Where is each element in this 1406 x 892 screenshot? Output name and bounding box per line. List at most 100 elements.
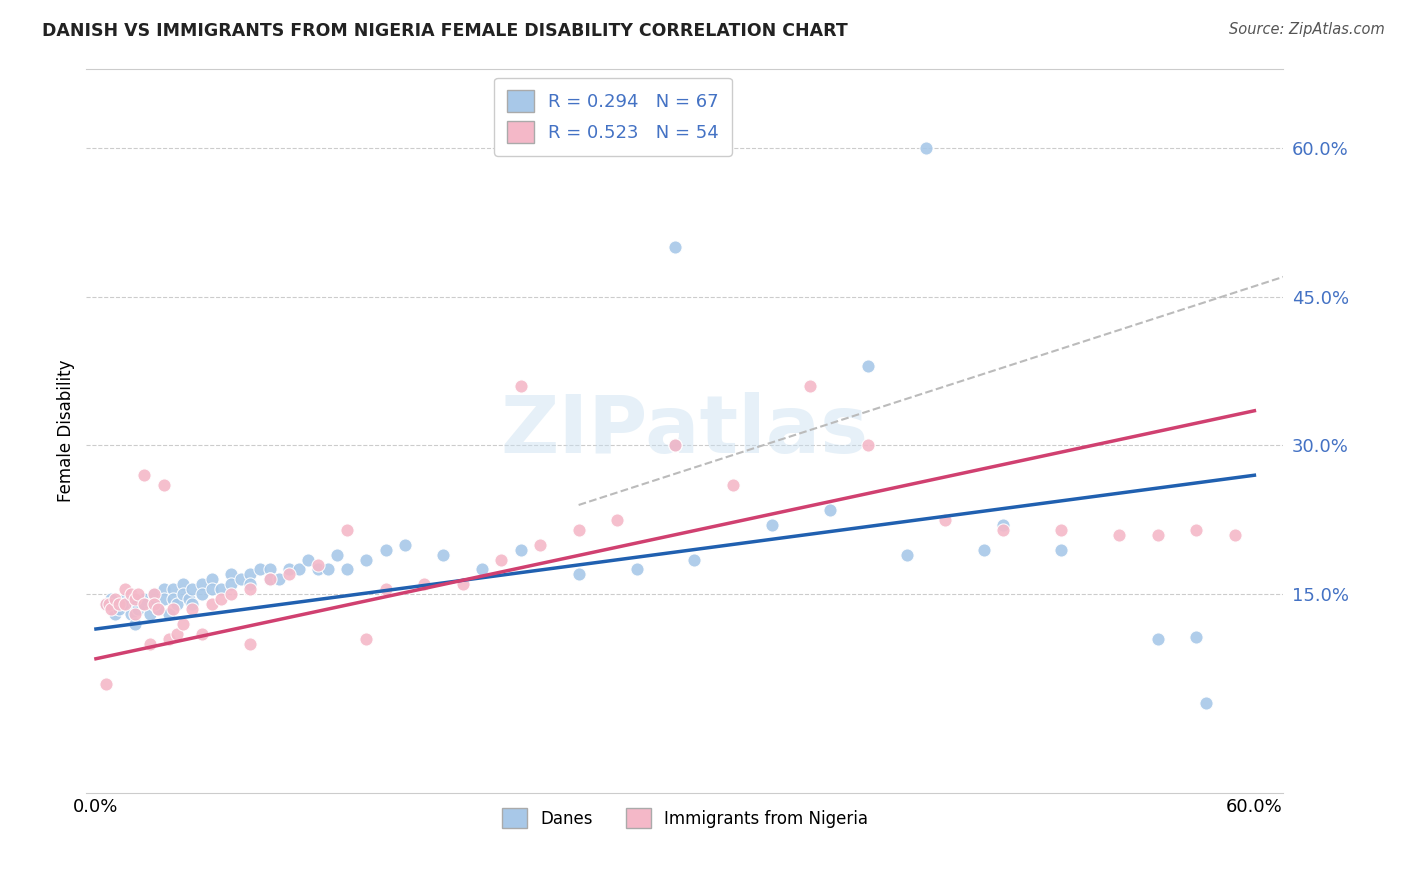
- Point: [177, 592, 200, 607]
- Point: [394, 538, 416, 552]
- Point: [209, 582, 232, 597]
- Point: [114, 597, 136, 611]
- Point: [1185, 523, 1208, 537]
- Y-axis label: Female Disability: Female Disability: [58, 359, 75, 502]
- Point: [239, 567, 262, 582]
- Point: [471, 562, 494, 576]
- Point: [664, 438, 686, 452]
- Point: [114, 592, 136, 607]
- Point: [114, 582, 136, 597]
- Point: [152, 592, 174, 607]
- Text: ZIPatlas: ZIPatlas: [501, 392, 869, 469]
- Point: [606, 513, 628, 527]
- Point: [134, 468, 156, 483]
- Point: [181, 597, 204, 611]
- Point: [993, 517, 1015, 532]
- Point: [491, 552, 513, 566]
- Point: [120, 607, 142, 621]
- Point: [721, 478, 744, 492]
- Point: [139, 607, 162, 621]
- Point: [146, 602, 169, 616]
- Point: [239, 637, 262, 651]
- Point: [1108, 527, 1130, 541]
- Point: [259, 573, 281, 587]
- Point: [142, 597, 165, 611]
- Point: [127, 587, 149, 601]
- Point: [316, 562, 339, 576]
- Point: [142, 587, 165, 601]
- Point: [219, 577, 242, 591]
- Point: [134, 597, 156, 611]
- Point: [94, 597, 117, 611]
- Point: [162, 582, 184, 597]
- Point: [201, 582, 224, 597]
- Point: [166, 627, 188, 641]
- Point: [297, 552, 319, 566]
- Point: [858, 438, 880, 452]
- Point: [229, 573, 252, 587]
- Point: [278, 567, 301, 582]
- Point: [127, 602, 149, 616]
- Point: [209, 592, 232, 607]
- Point: [124, 597, 146, 611]
- Point: [134, 592, 156, 607]
- Point: [152, 582, 174, 597]
- Point: [1050, 523, 1073, 537]
- Point: [142, 597, 165, 611]
- Point: [124, 617, 146, 632]
- Point: [354, 632, 377, 646]
- Point: [664, 240, 686, 254]
- Point: [124, 607, 146, 621]
- Point: [124, 592, 146, 607]
- Point: [239, 577, 262, 591]
- Point: [146, 602, 169, 616]
- Point: [157, 607, 180, 621]
- Point: [98, 597, 121, 611]
- Point: [761, 517, 783, 532]
- Point: [451, 577, 474, 591]
- Point: [934, 513, 956, 527]
- Point: [259, 573, 281, 587]
- Point: [104, 592, 127, 607]
- Point: [162, 592, 184, 607]
- Point: [568, 523, 591, 537]
- Point: [181, 602, 204, 616]
- Point: [172, 577, 194, 591]
- Point: [326, 548, 349, 562]
- Point: [1147, 527, 1170, 541]
- Point: [201, 573, 224, 587]
- Text: DANISH VS IMMIGRANTS FROM NIGERIA FEMALE DISABILITY CORRELATION CHART: DANISH VS IMMIGRANTS FROM NIGERIA FEMALE…: [42, 22, 848, 40]
- Point: [100, 592, 122, 607]
- Point: [278, 562, 301, 576]
- Point: [1147, 632, 1170, 646]
- Point: [94, 676, 117, 690]
- Point: [568, 567, 591, 582]
- Point: [529, 538, 551, 552]
- Point: [172, 617, 194, 632]
- Point: [336, 562, 359, 576]
- Point: [509, 379, 531, 393]
- Point: [152, 478, 174, 492]
- Point: [1050, 542, 1073, 557]
- Point: [114, 597, 136, 611]
- Point: [120, 587, 142, 601]
- Point: [374, 542, 396, 557]
- Point: [139, 637, 162, 651]
- Point: [432, 548, 454, 562]
- Point: [1223, 527, 1246, 541]
- Point: [94, 597, 117, 611]
- Point: [818, 503, 841, 517]
- Point: [191, 587, 214, 601]
- Point: [1185, 630, 1208, 644]
- Point: [413, 577, 436, 591]
- Point: [191, 627, 214, 641]
- Point: [1195, 697, 1218, 711]
- Point: [219, 567, 242, 582]
- Point: [664, 438, 686, 452]
- Point: [354, 552, 377, 566]
- Point: [142, 587, 165, 601]
- Point: [108, 597, 131, 611]
- Point: [181, 582, 204, 597]
- Point: [166, 597, 188, 611]
- Point: [219, 587, 242, 601]
